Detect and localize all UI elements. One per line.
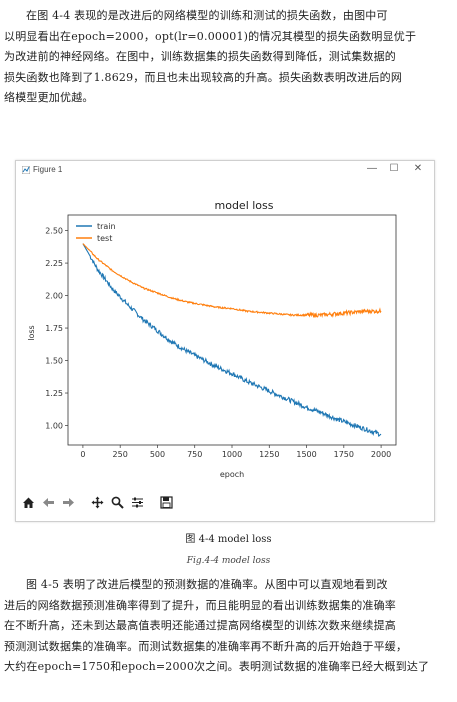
text-line: 损失函数也降到了1.8629，而且也未出现较高的升高。损失函数表明改进后的网: [4, 70, 403, 84]
figure-window: Figure 1 — ☐ ✕ model loss 0 250 500 750 1000…: [15, 160, 435, 522]
zoom-icon[interactable]: [109, 494, 126, 511]
y-tick-label: 1.50: [45, 357, 63, 366]
text-line: 以明显看出在epoch=2000，opt(lr=0.00001)的情况其模型的损…: [4, 29, 417, 43]
x-tick-label: 250: [113, 450, 128, 459]
x-tick-label: 0: [80, 450, 85, 459]
x-tick-label: 500: [150, 450, 165, 459]
figure-caption-en: Fig.4-4 model loss: [186, 556, 271, 566]
x-tick-label: 1500: [296, 450, 316, 459]
back-arrow-icon[interactable]: [40, 494, 57, 511]
text-line: 在不断升高，还未到达最高值表明还能通过提高网络模型的训练次数来继续提高: [4, 619, 396, 632]
y-axis-label: loss: [27, 325, 36, 340]
series-line-train: [82, 243, 382, 437]
chart-title: model loss: [215, 199, 274, 212]
intro-paragraph: 在图 4-4 表现的是改进后的网络模型的训练和测试的损失函数，由图中可 以明显看…: [4, 6, 452, 109]
legend-label-test: test: [97, 234, 112, 243]
text-line: 为改进前的神经网络。在图中，训练数据集的损失函数得到降低，测试集数据的: [4, 50, 396, 63]
home-icon[interactable]: [20, 494, 37, 511]
x-tick-label: 750: [187, 450, 202, 459]
y-tick-label: 1.00: [45, 422, 63, 431]
y-tick-label: 1.75: [45, 324, 63, 333]
forward-arrow-icon[interactable]: [60, 494, 77, 511]
configure-subplots-icon[interactable]: [129, 494, 146, 511]
y-tick-label: 2.00: [45, 292, 63, 301]
text-line: 图 4-5 表明了改进后模型的预测数据的准确率。从图中可以直观地看到改: [26, 578, 388, 591]
figure-caption-cn: 图 4-4 model loss: [185, 534, 272, 545]
text-line: 络模型更加优越。: [4, 91, 94, 104]
minimize-button[interactable]: —: [367, 163, 377, 174]
legend-label-train: train: [97, 222, 116, 231]
text-line: 进后的网络数据预测准确率得到了提升，而且能明显的看出训练数据集的准确率: [4, 598, 396, 612]
x-tick-label: 1000: [222, 450, 242, 459]
plot-toolbar: [20, 494, 175, 514]
plot-area: [67, 214, 397, 446]
x-tick-label: 1250: [259, 450, 279, 459]
series-line-test: [82, 243, 382, 319]
y-tick-label: 2.50: [45, 227, 63, 236]
x-tick-label: 1750: [334, 450, 354, 459]
maximize-button[interactable]: ☐: [389, 163, 399, 174]
x-tick-label: 2000: [371, 450, 391, 459]
text-line: 在图 4-4 表现的是改进后的网络模型的训练和测试的损失函数，由图中可: [26, 9, 388, 22]
x-axis-label: epoch: [220, 470, 244, 479]
window-titlebar[interactable]: Figure 1 — ☐ ✕: [16, 161, 434, 181]
window-title: Figure 1: [33, 165, 63, 174]
body-paragraph: 图 4-5 表明了改进后模型的预测数据的准确率。从图中可以直观地看到改 进后的网…: [4, 575, 452, 678]
save-icon[interactable]: [158, 494, 175, 511]
figure-app-icon: [22, 166, 30, 174]
text-line: 大约在epoch=1750和epoch=2000次之间。表明测试数据的准确率已经…: [4, 660, 430, 673]
loss-chart: model loss 0 250 500 750 1000 1250 1500 1750 200…: [27, 199, 397, 479]
y-tick-label: 2.25: [45, 259, 63, 268]
close-button[interactable]: ✕: [413, 163, 423, 174]
pan-icon[interactable]: [89, 494, 106, 511]
y-tick-label: 1.25: [45, 389, 63, 398]
text-line: 预测测试数据集的准确率。而测试数据集的准确率再不断升高的后开始趋于平缓，: [4, 639, 408, 653]
chart-legend: train test: [76, 222, 116, 243]
